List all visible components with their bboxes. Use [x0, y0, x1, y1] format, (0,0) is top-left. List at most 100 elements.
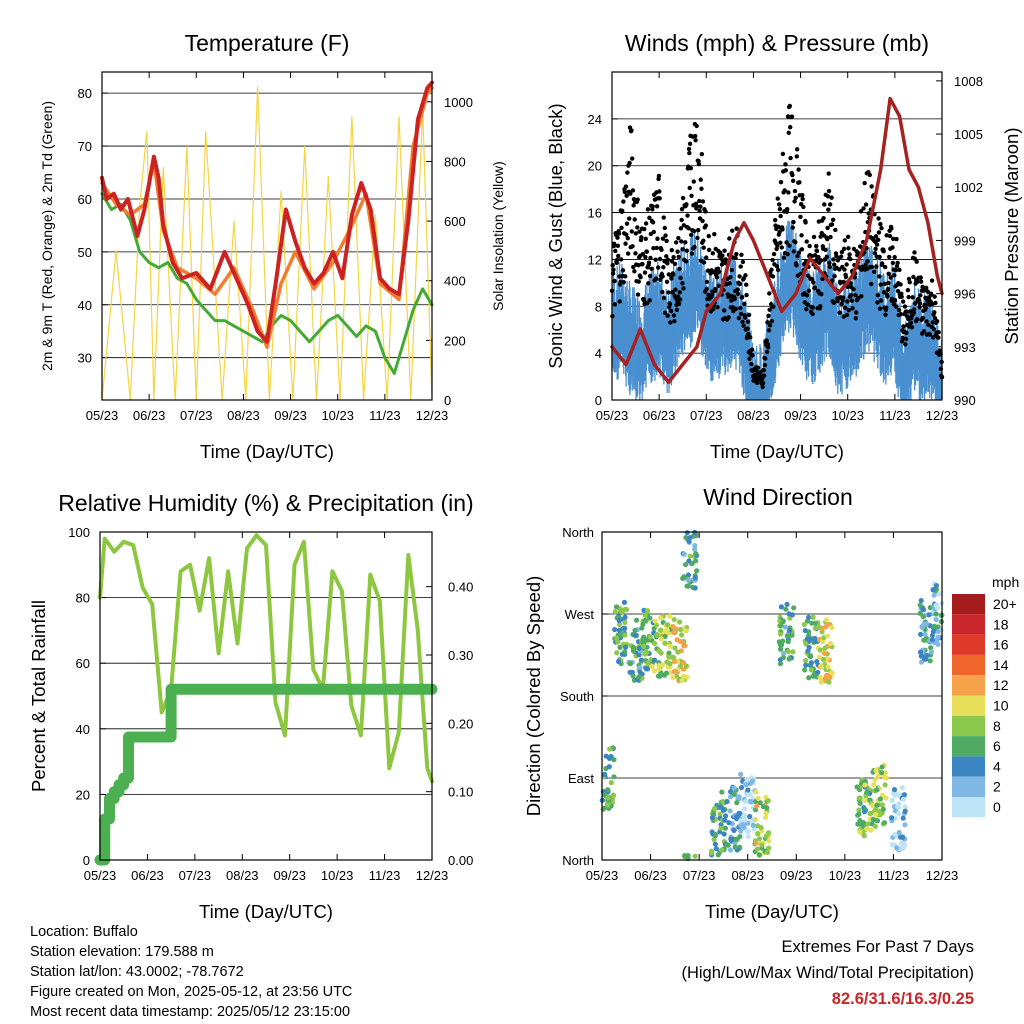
direction-point: [883, 795, 889, 801]
legend-label: 16: [993, 637, 1009, 653]
gust-point: [631, 203, 636, 208]
direction-point: [610, 792, 616, 799]
gust-point: [618, 279, 623, 285]
gust-point: [894, 264, 900, 269]
gust-point: [810, 305, 816, 310]
direction-point: [712, 831, 719, 838]
station-info: Location: Buffalo Station elevation: 179…: [30, 922, 352, 1022]
direction-point: [731, 827, 737, 834]
direction-point: [784, 633, 790, 639]
gust-point: [727, 236, 732, 241]
gust-point: [878, 221, 883, 227]
gust-point: [729, 267, 735, 273]
gust-point: [930, 320, 936, 325]
gust-point: [645, 300, 650, 306]
gust-point: [679, 239, 684, 244]
gust-point: [621, 199, 626, 204]
extremes-title: Extremes For Past 7 Days: [781, 938, 974, 956]
gust-point: [914, 259, 919, 264]
direction-point: [647, 615, 653, 621]
gust-point: [749, 361, 754, 367]
gust-point: [620, 268, 626, 273]
gust-point: [666, 290, 671, 295]
gust-point: [640, 261, 645, 267]
gust-point: [869, 281, 874, 287]
x-tick-label: 07/23: [690, 408, 723, 423]
gust-point: [684, 202, 689, 207]
gust-point: [872, 251, 878, 256]
direction-point: [744, 828, 750, 834]
direction-point: [678, 632, 685, 638]
gust-point: [893, 304, 899, 309]
gust-point: [684, 248, 689, 253]
gust-point: [617, 299, 622, 304]
gust-point: [775, 267, 781, 273]
gust-point: [680, 281, 685, 286]
panel-humidity-precip: Relative Humidity (%) & Precipitation (i…: [28, 490, 474, 922]
gust-point: [904, 330, 909, 335]
direction-point: [622, 619, 628, 626]
gust-point: [885, 286, 891, 292]
gust-point: [737, 274, 742, 279]
direction-point: [822, 650, 828, 657]
gust-point: [910, 295, 915, 300]
y-tick-label: 0: [83, 853, 90, 868]
gust-point: [839, 249, 845, 255]
direction-point: [747, 813, 753, 820]
gust-point: [886, 280, 891, 286]
gust-point: [894, 236, 899, 242]
gust-point: [932, 294, 937, 299]
gust-point: [842, 267, 847, 272]
y-tick-label-right: 400: [444, 274, 466, 289]
gust-point: [874, 264, 879, 269]
y-tick-label: 24: [588, 112, 602, 127]
gust-point: [851, 287, 856, 292]
y-axis-label: Direction (Colored By Speed): [523, 576, 544, 817]
gust-point: [794, 154, 799, 159]
y-axis-label: Sonic Wind & Gust (Blue, Black): [545, 103, 566, 368]
direction-point: [896, 801, 902, 807]
gust-point: [648, 255, 653, 261]
gust-point: [869, 264, 875, 270]
gust-point: [839, 301, 844, 307]
x-tick-label: 10/23: [829, 868, 862, 883]
gust-point: [882, 281, 887, 287]
gust-point: [638, 275, 643, 280]
gust-point: [826, 207, 831, 212]
y-tick-label-right: 200: [444, 333, 466, 348]
gust-point: [863, 202, 869, 207]
direction-point: [612, 626, 618, 633]
gust-point: [806, 288, 812, 293]
gust-point: [631, 264, 636, 270]
direction-point: [877, 796, 883, 802]
x-tick-label: 12/23: [926, 408, 959, 423]
direction-point: [802, 627, 808, 634]
x-tick-label: 07/23: [180, 408, 213, 423]
gust-point: [703, 223, 709, 228]
gust-point: [876, 230, 882, 235]
direction-point: [764, 849, 771, 856]
x-tick-label: 08/23: [226, 868, 259, 883]
gust-point: [701, 238, 706, 244]
x-tick-label: 12/23: [416, 868, 449, 883]
gust-point: [792, 199, 797, 204]
direction-point: [777, 646, 784, 652]
gust-point: [771, 304, 776, 309]
direction-point: [672, 645, 678, 651]
gust-point: [784, 240, 789, 245]
direction-point: [630, 673, 636, 679]
gust-point: [646, 260, 652, 265]
gust-point: [917, 305, 922, 310]
direction-point: [790, 649, 796, 655]
gust-point: [882, 264, 888, 270]
direction-point: [757, 800, 763, 806]
gust-point: [704, 279, 710, 285]
direction-point: [602, 771, 608, 777]
gust-point: [672, 261, 678, 267]
gust-point: [636, 279, 641, 284]
direction-point: [627, 661, 633, 667]
direction-point: [636, 645, 643, 651]
gust-point: [672, 319, 677, 324]
direction-point: [605, 795, 611, 801]
